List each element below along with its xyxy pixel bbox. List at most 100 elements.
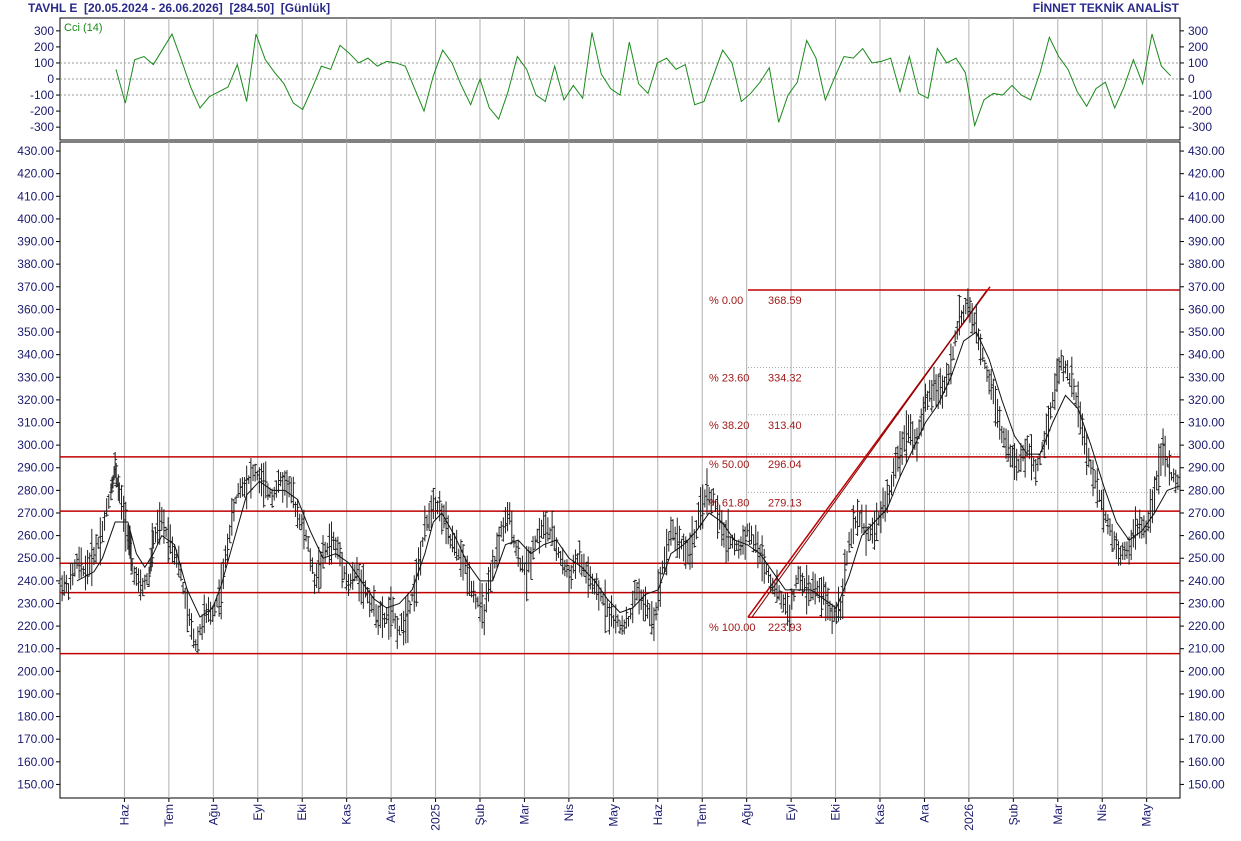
fib-level-pct: % 38.20 [709,420,749,432]
time-tick-label: Mar [517,804,531,825]
fib-level-value: 279.13 [768,497,802,509]
cci-right-tick-label: 300 [1188,24,1208,38]
moving-average-line [76,331,1181,618]
price-right-tick-label: 290.00 [1188,461,1225,475]
support-lines [60,456,1180,655]
price-right-tick-label: 220.00 [1188,619,1225,633]
time-tick-label: Mar [1051,804,1065,825]
cci-right-tick-label: 0 [1188,72,1195,86]
cci-left-tick-label: 0 [47,72,54,86]
price-right-tick-label: 390.00 [1188,235,1225,249]
fib-level-value: 334.32 [768,372,802,384]
price-left-tick-label: 200.00 [17,664,54,678]
time-tick-label: Tem [695,804,709,827]
price-right-tick-label: 400.00 [1188,212,1225,226]
time-tick-label: Şub [1006,804,1020,826]
price-left-tick-label: 160.00 [17,755,54,769]
fib-level-pct: % 100.00 [709,622,755,634]
time-tick-label: Eyl [251,804,265,821]
cci-line-group [115,32,1172,128]
time-tick-label: Kas [340,804,354,825]
fib-level-pct: % 0.00 [709,295,743,307]
price-left-tick-label: 340.00 [17,348,54,362]
cci-right-tick-label: -300 [1188,120,1212,134]
time-tick-label: May [606,804,620,827]
price-right-tick-label: 240.00 [1188,574,1225,588]
time-tick-label: Ara [384,804,398,823]
time-tick-label: 2025 [429,804,443,831]
fib-level-pct: % 50.00 [709,459,749,471]
time-tick-label: May [1140,804,1154,827]
price-right-tick-label: 160.00 [1188,755,1225,769]
price-right-tick-label: 320.00 [1188,393,1225,407]
cci-left-tick-label: 300 [34,24,54,38]
time-tick-label: Nis [562,804,576,821]
fib-level-value: 368.59 [768,295,802,307]
cci-right-tick-label: -100 [1188,88,1212,102]
cci-series-line [115,32,1172,128]
price-left-tick-label: 270.00 [17,506,54,520]
price-right-tick-label: 210.00 [1188,642,1225,656]
price-right-axis: 430.00 420.00 410.00 400.00 390.00 380.00 370.… [1180,144,1225,791]
price-left-tick-label: 220.00 [17,619,54,633]
price-left-tick-label: 230.00 [17,596,54,610]
time-tick-label: Eki [295,804,309,821]
price-right-tick-label: 300.00 [1188,438,1225,452]
time-axis: Haz Tem Ağu Eyl Eki Kas Ara 2025 Şub Mar Nis May Haz… [117,798,1154,831]
price-right-tick-label: 260.00 [1188,529,1225,543]
price-left-tick-label: 400.00 [17,212,54,226]
cci-left-tick-label: 100 [34,56,54,70]
price-grid [123,142,1148,798]
time-tick-label: Tem [162,804,176,827]
price-left-tick-label: 420.00 [17,167,54,181]
price-bars [58,288,1180,655]
time-tick-label: Eki [829,804,843,821]
price-left-tick-label: 300.00 [17,438,54,452]
time-tick-label: Ağu [740,804,754,825]
price-right-tick-label: 150.00 [1188,777,1225,791]
price-left-tick-label: 320.00 [17,393,54,407]
chart-header-brand: FİNNET TEKNİK ANALİST [1032,1,1179,15]
price-right-tick-label: 360.00 [1188,302,1225,316]
price-right-tick-label: 310.00 [1188,415,1225,429]
fib-trendline-inner [751,291,987,618]
time-tick-label: Eyl [784,804,798,821]
price-left-tick-label: 250.00 [17,551,54,565]
price-left-tick-label: 180.00 [17,710,54,724]
chart-header-title: TAVHL E [20.05.2024 - 26.06.2026] [284.5… [28,1,331,15]
time-tick-label: Haz [117,804,131,825]
price-right-tick-label: 330.00 [1188,370,1225,384]
price-right-tick-label: 370.00 [1188,280,1225,294]
price-right-tick-label: 180.00 [1188,710,1225,724]
price-left-tick-label: 310.00 [17,415,54,429]
price-left-tick-label: 330.00 [17,370,54,384]
cci-title: Cci (14) [64,22,103,34]
price-left-tick-label: 260.00 [17,529,54,543]
price-left-tick-label: 430.00 [17,144,54,158]
price-left-tick-label: 360.00 [17,302,54,316]
price-left-tick-label: 280.00 [17,483,54,497]
price-right-tick-label: 420.00 [1188,167,1225,181]
cci-right-tick-label: 100 [1188,56,1208,70]
cci-left-tick-label: 200 [34,40,54,54]
price-right-tick-label: 270.00 [1188,506,1225,520]
price-right-tick-label: 170.00 [1188,732,1225,746]
moving-average [76,331,1181,618]
fib-level-pct: % 23.60 [709,372,749,384]
price-left-tick-label: 210.00 [17,642,54,656]
time-tick-label: 2026 [962,804,976,831]
cci-left-tick-label: -100 [30,88,54,102]
fib-level-value: 223.93 [768,622,802,634]
price-left-axis: 430.00 420.00 410.00 400.00 390.00 380.00 370.… [17,144,60,791]
price-right-tick-label: 200.00 [1188,664,1225,678]
price-left-tick-label: 350.00 [17,325,54,339]
time-tick-label: Ağu [206,804,220,825]
price-left-tick-label: 410.00 [17,189,54,203]
cci-right-axis: 300 200 100 0 -100 -200 -300 [1180,24,1212,134]
cci-left-tick-label: -200 [30,104,54,118]
price-right-tick-label: 250.00 [1188,551,1225,565]
price-right-tick-label: 410.00 [1188,189,1225,203]
price-right-tick-label: 380.00 [1188,257,1225,271]
time-tick-label: Şub [473,804,487,826]
